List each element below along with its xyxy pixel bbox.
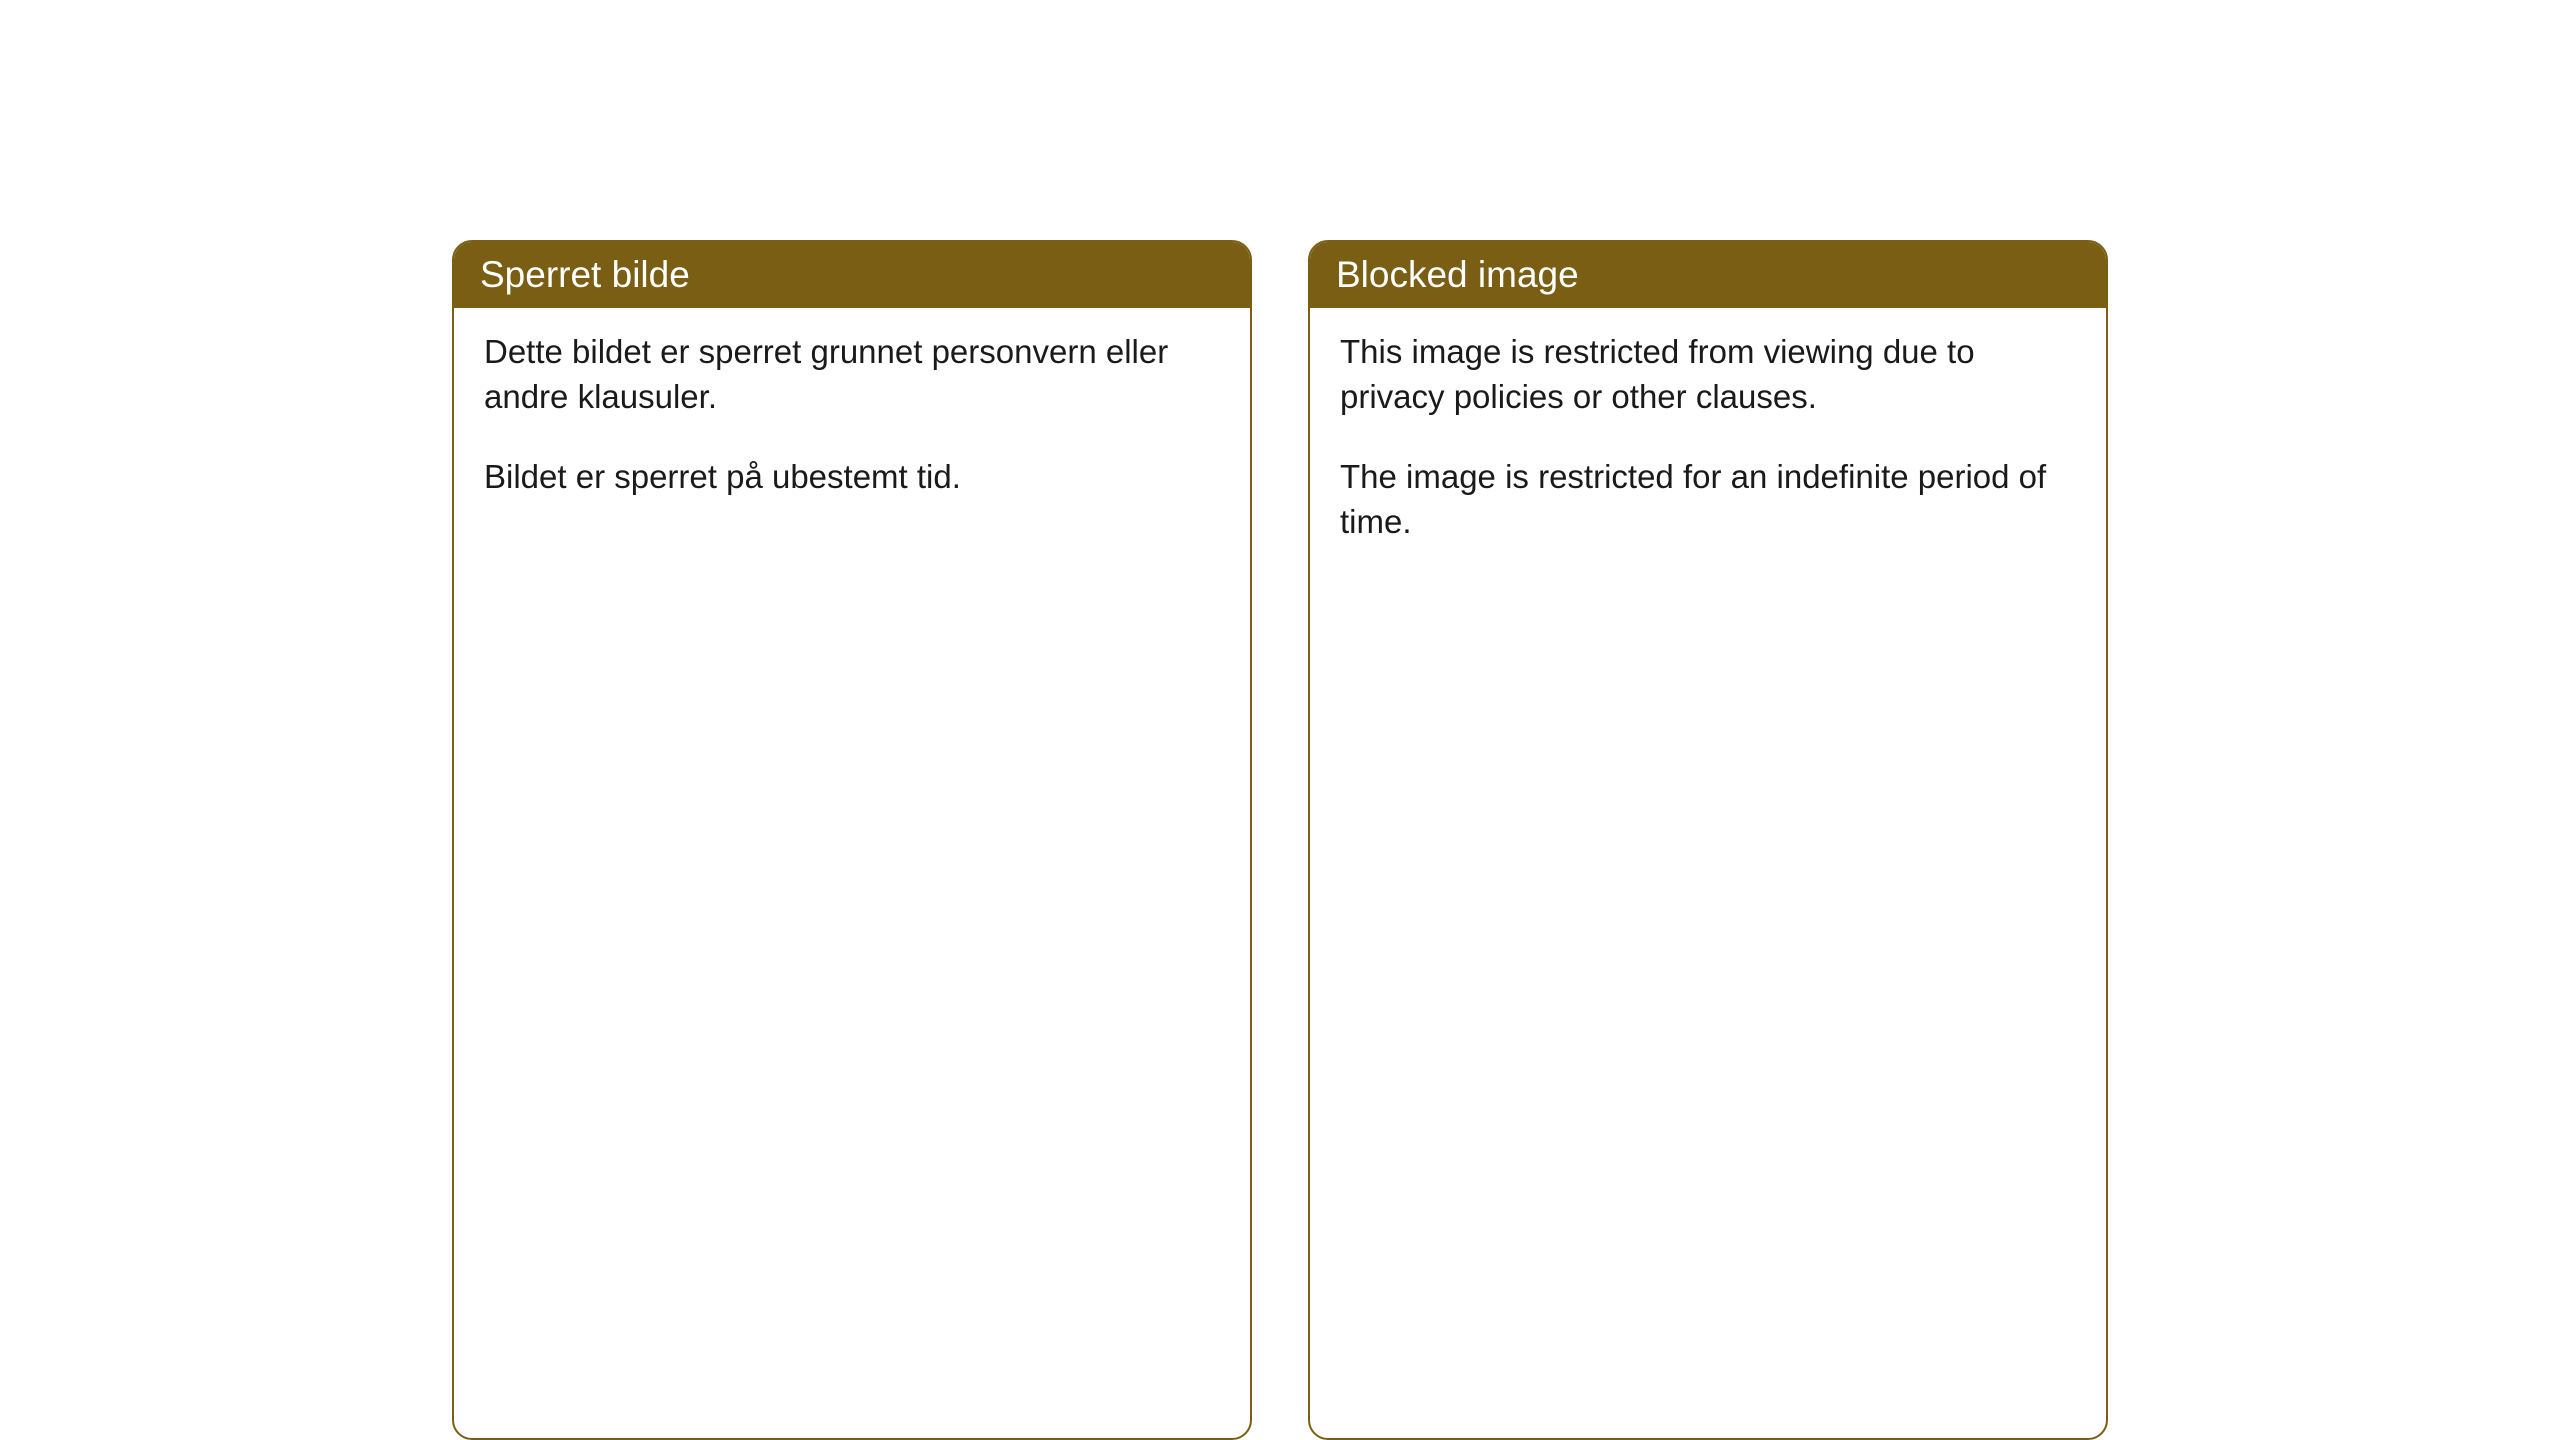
english-card: Blocked image This image is restricted f… — [1308, 240, 2108, 1440]
english-card-header: Blocked image — [1310, 242, 2106, 308]
english-card-title: Blocked image — [1336, 254, 1579, 295]
english-card-body: This image is restricted from viewing du… — [1310, 308, 2106, 584]
norwegian-card-body: Dette bildet er sperret grunnet personve… — [454, 308, 1250, 540]
norwegian-paragraph-2: Bildet er sperret på ubestemt tid. — [484, 455, 1220, 500]
english-paragraph-2: The image is restricted for an indefinit… — [1340, 455, 2076, 544]
norwegian-card-header: Sperret bilde — [454, 242, 1250, 308]
norwegian-card: Sperret bilde Dette bildet er sperret gr… — [452, 240, 1252, 1440]
norwegian-paragraph-1: Dette bildet er sperret grunnet personve… — [484, 330, 1220, 419]
cards-container: Sperret bilde Dette bildet er sperret gr… — [452, 240, 2108, 1440]
english-paragraph-1: This image is restricted from viewing du… — [1340, 330, 2076, 419]
norwegian-card-title: Sperret bilde — [480, 254, 690, 295]
